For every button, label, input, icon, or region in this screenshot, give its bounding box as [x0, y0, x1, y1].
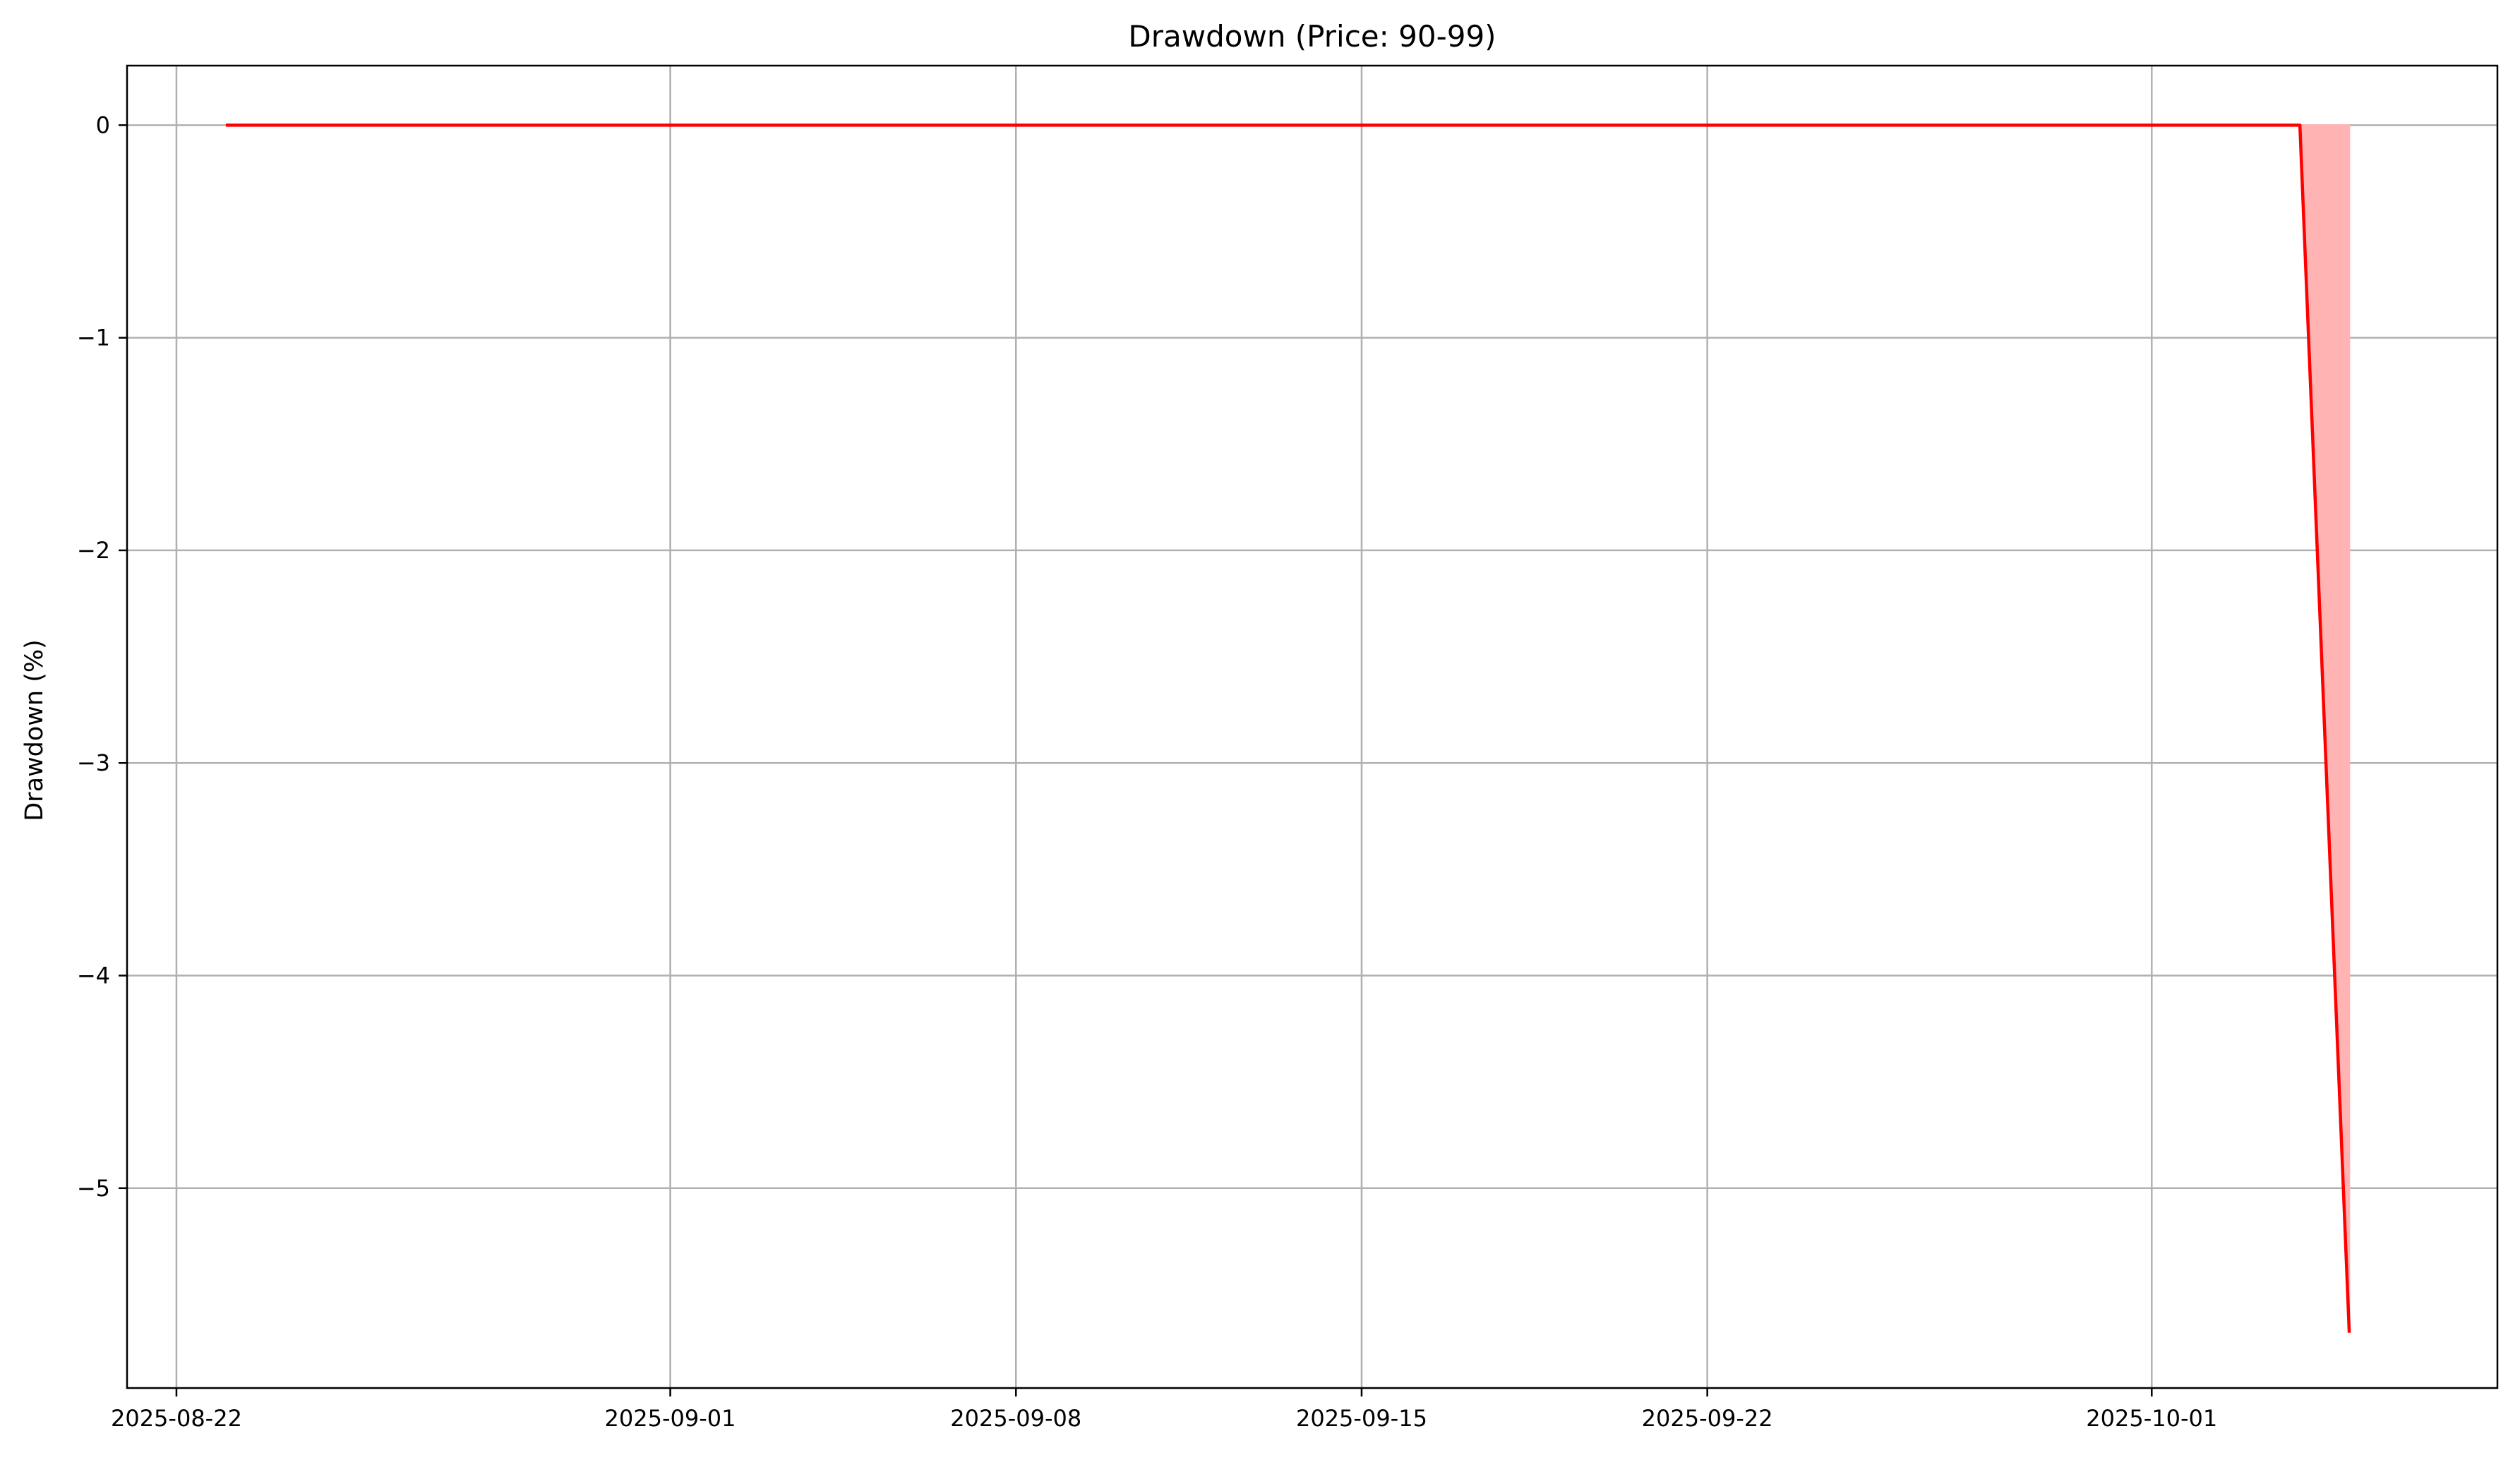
y-tick-label: −2: [77, 537, 110, 564]
y-tick-label: −3: [77, 749, 110, 776]
x-tick-label: 2025-09-15: [1296, 1405, 1427, 1432]
y-tick-label: −5: [77, 1175, 110, 1202]
y-axis-label: Drawdown (%): [20, 639, 49, 821]
y-tick-label: 0: [96, 111, 110, 138]
x-tick-label: 2025-09-22: [1642, 1405, 1773, 1432]
plot-frame: [126, 64, 2499, 1389]
axis-ticks: 2025-08-22 2025-09-01 2025-09-08 2025-09-15…: [77, 111, 2217, 1432]
y-tick-label: −1: [77, 325, 110, 351]
drawdown-line: [225, 123, 2351, 1333]
drawdown-series: [225, 123, 2351, 1333]
y-tick-label: −4: [77, 963, 110, 989]
x-tick-label: 2025-09-08: [950, 1405, 1081, 1432]
x-tick-label: 2025-08-22: [111, 1405, 242, 1432]
chart-title: Drawdown (Price: 90-99): [1128, 19, 1496, 54]
x-tick-label: 2025-09-01: [605, 1405, 736, 1432]
x-tick-label: 2025-10-01: [2086, 1405, 2217, 1432]
